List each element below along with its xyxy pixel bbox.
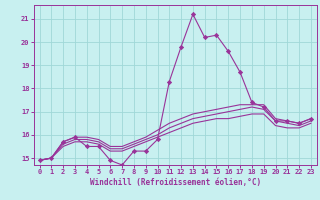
X-axis label: Windchill (Refroidissement éolien,°C): Windchill (Refroidissement éolien,°C)	[90, 178, 261, 187]
